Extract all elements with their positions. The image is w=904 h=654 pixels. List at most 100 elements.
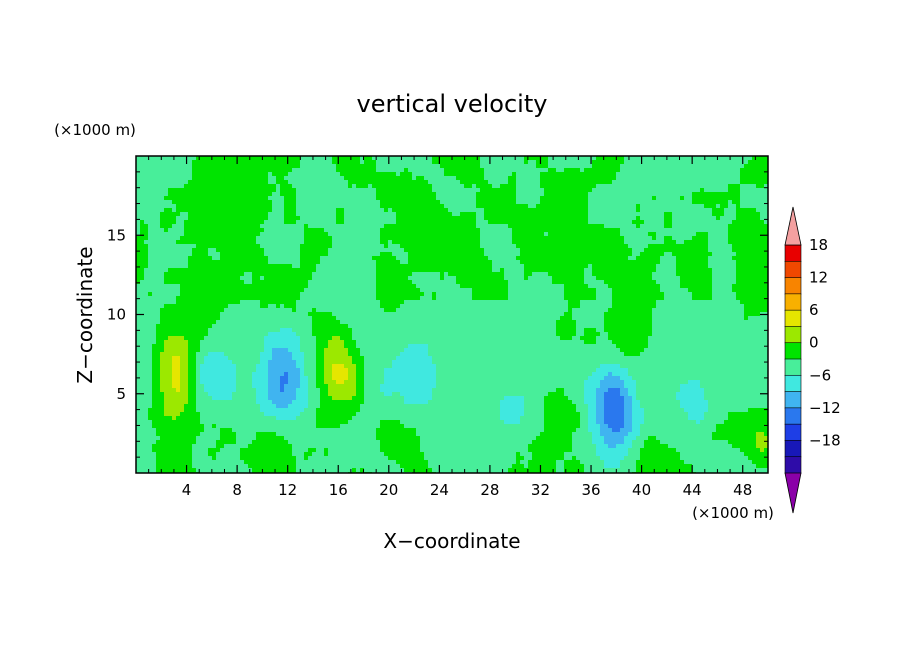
field-cell bbox=[516, 216, 521, 221]
field-cell bbox=[188, 164, 193, 169]
field-cell bbox=[324, 252, 329, 257]
field-cell bbox=[724, 184, 729, 189]
field-cell bbox=[360, 188, 365, 193]
field-cell bbox=[576, 224, 581, 229]
field-cell bbox=[564, 164, 569, 169]
field-cell bbox=[168, 268, 173, 273]
field-cell bbox=[708, 272, 713, 277]
field-cell bbox=[648, 224, 653, 229]
field-cell bbox=[644, 268, 649, 273]
field-cell bbox=[392, 272, 397, 277]
field-cell bbox=[552, 268, 557, 273]
field-cell bbox=[720, 232, 725, 237]
field-cell bbox=[428, 172, 433, 177]
field-cell bbox=[580, 256, 585, 261]
field-cell bbox=[280, 268, 285, 273]
field-cell bbox=[360, 244, 365, 249]
field-cell bbox=[636, 264, 641, 269]
field-cell bbox=[316, 240, 321, 245]
field-cell bbox=[248, 220, 253, 225]
field-cell bbox=[432, 164, 437, 169]
field-cell bbox=[156, 212, 161, 217]
field-cell bbox=[304, 268, 309, 273]
field-cell bbox=[332, 228, 337, 233]
field-cell bbox=[304, 176, 309, 181]
field-cell bbox=[180, 184, 185, 189]
field-cell bbox=[176, 192, 181, 197]
field-cell bbox=[584, 252, 589, 257]
field-cell bbox=[244, 176, 249, 181]
field-cell bbox=[388, 200, 393, 205]
field-cell bbox=[724, 220, 729, 225]
field-cell bbox=[692, 244, 697, 249]
field-cell bbox=[492, 164, 497, 169]
field-cell bbox=[448, 156, 453, 161]
field-cell bbox=[756, 156, 761, 161]
field-cell bbox=[388, 240, 393, 245]
field-cell bbox=[344, 280, 349, 285]
field-cell bbox=[216, 184, 221, 189]
field-cell bbox=[348, 264, 353, 269]
field-cell bbox=[156, 268, 161, 273]
field-cell bbox=[172, 272, 177, 277]
field-cell bbox=[232, 196, 237, 201]
field-cell bbox=[716, 252, 721, 257]
field-cell bbox=[444, 256, 449, 261]
field-cell bbox=[400, 276, 405, 281]
field-cell bbox=[212, 184, 217, 189]
field-cell bbox=[660, 260, 665, 265]
field-cell bbox=[144, 172, 149, 177]
field-cell bbox=[552, 156, 557, 161]
field-cell bbox=[324, 264, 329, 269]
field-cell bbox=[628, 200, 633, 205]
field-cell bbox=[248, 192, 253, 197]
field-cell bbox=[300, 168, 305, 173]
field-cell bbox=[300, 280, 305, 285]
field-cell bbox=[652, 160, 657, 165]
field-cell bbox=[236, 212, 241, 217]
field-cell bbox=[300, 240, 305, 245]
field-cell bbox=[440, 184, 445, 189]
field-cell bbox=[320, 216, 325, 221]
field-cell bbox=[148, 176, 153, 181]
field-cell bbox=[164, 208, 169, 213]
field-cell bbox=[464, 268, 469, 273]
field-cell bbox=[628, 172, 633, 177]
field-cell bbox=[668, 272, 673, 277]
field-cell bbox=[348, 224, 353, 229]
field-cell bbox=[324, 176, 329, 181]
field-cell bbox=[384, 204, 389, 209]
field-cell bbox=[668, 168, 673, 173]
field-cell bbox=[484, 260, 489, 265]
field-cell bbox=[748, 244, 753, 249]
field-cell bbox=[360, 172, 365, 177]
field-cell bbox=[460, 196, 465, 201]
field-cell bbox=[300, 260, 305, 265]
field-cell bbox=[692, 252, 697, 257]
field-cell bbox=[232, 260, 237, 265]
field-cell bbox=[580, 268, 585, 273]
field-cell bbox=[216, 208, 221, 213]
field-cell bbox=[232, 212, 237, 217]
field-cell bbox=[292, 176, 297, 181]
field-cell bbox=[284, 192, 289, 197]
field-cell bbox=[316, 208, 321, 213]
field-cell bbox=[256, 256, 261, 261]
field-cell bbox=[652, 216, 657, 221]
field-cell bbox=[452, 192, 457, 197]
field-cell bbox=[628, 180, 633, 185]
field-cell bbox=[168, 264, 173, 269]
field-cell bbox=[736, 236, 741, 241]
field-cell bbox=[364, 192, 369, 197]
field-cell bbox=[372, 196, 377, 201]
field-cell bbox=[612, 164, 617, 169]
field-cell bbox=[464, 164, 469, 169]
field-cell bbox=[616, 244, 621, 249]
field-cell bbox=[524, 232, 529, 237]
field-cell bbox=[156, 160, 161, 165]
field-cell bbox=[592, 188, 597, 193]
field-cell bbox=[524, 256, 529, 261]
field-cell bbox=[472, 212, 477, 217]
field-cell bbox=[416, 156, 421, 161]
field-cell bbox=[192, 236, 197, 241]
